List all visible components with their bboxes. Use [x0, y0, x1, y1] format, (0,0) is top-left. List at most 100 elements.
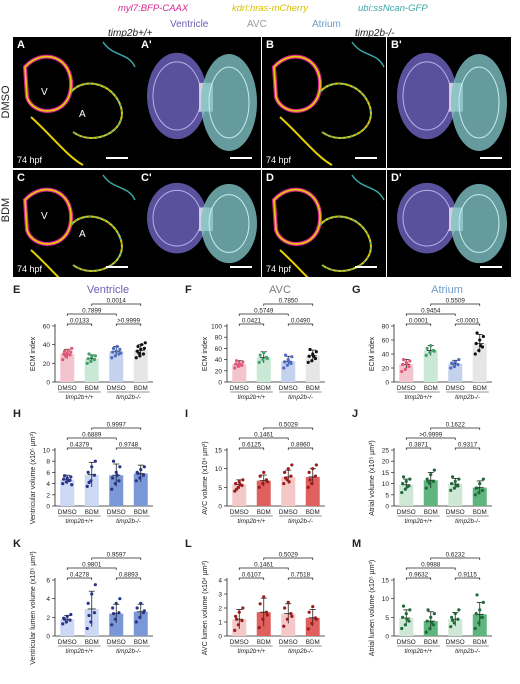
stage-label: 74 hpf — [17, 264, 43, 274]
data-point — [69, 475, 73, 479]
data-point — [312, 354, 316, 358]
data-point — [473, 626, 477, 631]
data-point — [90, 355, 94, 359]
data-point — [261, 617, 265, 621]
x-category-label: BDM — [424, 385, 438, 392]
data-point — [85, 484, 89, 488]
data-point — [236, 623, 240, 627]
p-value-label: 0.3871 — [409, 442, 429, 449]
bar — [60, 479, 75, 506]
data-point — [426, 479, 430, 483]
group-label: timp2b+/+ — [65, 394, 93, 401]
data-point — [311, 467, 315, 471]
data-point — [290, 355, 294, 359]
significance-bracket — [287, 577, 314, 580]
chart-svg: 0 2 4 6 Ventricular lumen volume (x10⁵ µm³) D… — [30, 551, 153, 665]
y-axis-label: Atrial volume (x10⁵ µm³) — [369, 440, 376, 515]
data-point — [481, 477, 485, 481]
data-point — [287, 360, 291, 364]
y-tick-label: 15 — [382, 578, 390, 585]
data-point — [143, 341, 147, 345]
bar — [423, 480, 438, 506]
x-category-label: BDM — [306, 385, 320, 392]
data-point — [64, 620, 68, 624]
y-tick-label: 40 — [43, 342, 51, 349]
data-point — [262, 470, 266, 474]
p-value-label: 0.5029 — [279, 552, 299, 559]
p-value-label: <0.0001 — [456, 318, 479, 325]
data-point — [61, 482, 65, 486]
y-tick-label: 2 — [46, 492, 50, 499]
chart-svg: 0 20 40 60 80 ECM index DMSO BDM DMSO BDM timp2b+/… — [369, 298, 492, 401]
significance-bracket — [405, 577, 432, 580]
panel-letter: B — [266, 39, 274, 51]
data-point — [87, 480, 91, 485]
chart-letter: F — [185, 284, 192, 296]
x-category-label: DMSO — [58, 639, 77, 646]
data-point — [68, 618, 72, 622]
data-point — [449, 488, 453, 492]
p-value-label: 0.9597 — [107, 552, 127, 559]
data-point — [285, 617, 289, 621]
significance-bracket — [263, 557, 314, 560]
p-value-label: 0.0133 — [70, 318, 90, 325]
scale-bar — [106, 157, 128, 159]
data-point — [400, 626, 404, 631]
data-point — [456, 362, 460, 367]
data-point — [139, 468, 143, 472]
x-category-label: BDM — [424, 509, 438, 516]
significance-bracket — [115, 447, 142, 450]
chart-m: M 0 5 10 15 Atrial lumen volume (x10⁵ µm³) DMS… — [352, 538, 517, 662]
data-point — [111, 346, 116, 350]
data-point — [85, 361, 89, 365]
data-point — [424, 353, 428, 357]
panel-letter: A' — [141, 39, 152, 51]
p-value-label: 0.0001 — [409, 318, 429, 325]
data-point — [61, 358, 65, 362]
y-tick-label: 4 — [46, 596, 50, 603]
significance-bracket — [238, 567, 289, 570]
data-point — [311, 605, 315, 609]
y-tick-label: 5 — [218, 485, 222, 492]
x-category-label: BDM — [424, 639, 438, 646]
confocal-image — [271, 41, 385, 166]
data-point — [479, 615, 483, 619]
panel-letter: D' — [391, 172, 402, 184]
x-category-label: DMSO — [107, 639, 126, 646]
data-point — [400, 490, 404, 495]
significance-bracket — [238, 323, 265, 326]
y-tick-label: 4 — [46, 481, 50, 488]
data-point — [283, 476, 288, 480]
chart-letter: L — [185, 538, 192, 550]
y-tick-label: 10 — [215, 466, 223, 473]
data-point — [233, 366, 237, 370]
x-category-label: DMSO — [279, 385, 298, 392]
p-value-label: 0.9317 — [458, 442, 478, 449]
p-value-label: 0.5509 — [446, 298, 466, 305]
x-category-label: BDM — [473, 639, 487, 646]
significance-bracket — [91, 303, 142, 306]
y-tick-label: 5 — [385, 615, 389, 622]
x-category-label: DMSO — [397, 509, 416, 516]
bar — [281, 361, 296, 382]
y-tick-label: 3 — [218, 592, 222, 599]
bar — [305, 476, 320, 506]
data-point — [450, 362, 455, 366]
data-point — [118, 465, 122, 469]
y-tick-label: 10 — [382, 596, 390, 603]
data-point — [452, 621, 456, 625]
significance-bracket — [454, 447, 481, 450]
significance-bracket — [66, 323, 93, 326]
data-point — [90, 592, 94, 596]
row-label-bdm: BDM — [0, 197, 12, 223]
region-avc: AVC — [247, 19, 267, 30]
data-point — [428, 351, 432, 355]
x-category-label: BDM — [306, 509, 320, 516]
data-point — [307, 354, 311, 358]
data-point — [111, 476, 115, 480]
data-point — [307, 610, 311, 614]
scale-bar — [480, 266, 502, 268]
x-category-label: DMSO — [279, 639, 298, 646]
data-point — [138, 615, 142, 619]
